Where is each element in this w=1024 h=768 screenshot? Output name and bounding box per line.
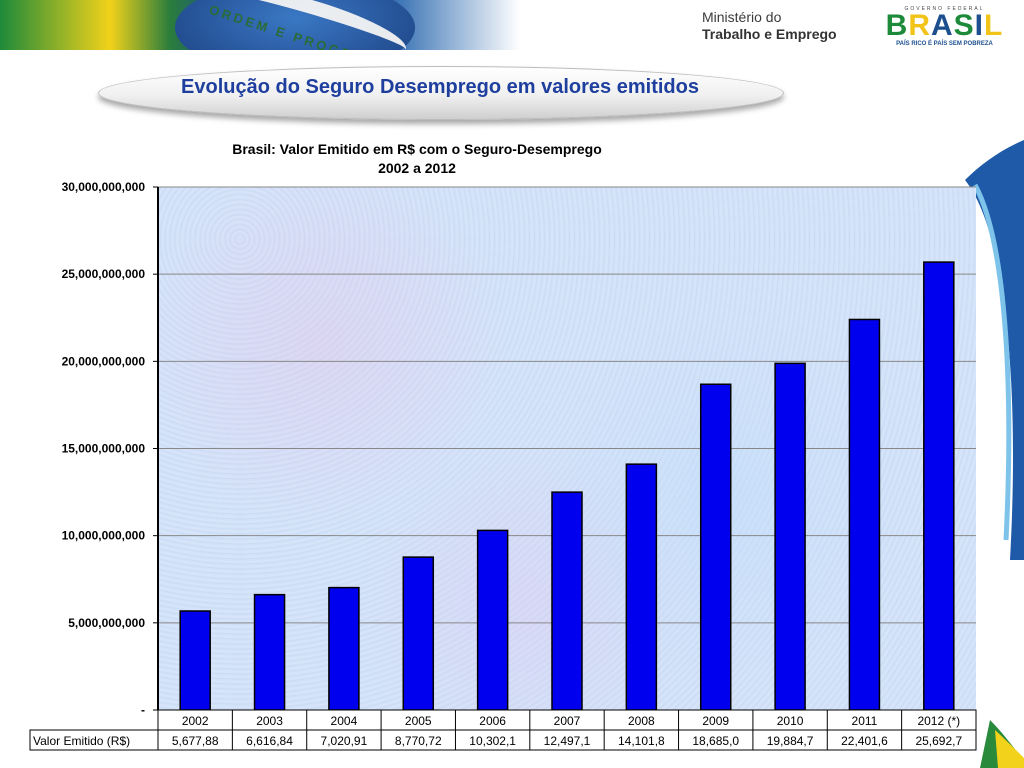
data-label: 5,677,88 [172,734,219,748]
data-label: 22,401,6 [841,734,888,748]
data-label: 8,770,72 [395,734,442,748]
data-label: 12,497,1 [544,734,591,748]
x-tick-label: 2010 [777,714,804,728]
gov-wordmark-letter: I [974,9,985,42]
data-label: 18,685,0 [692,734,739,748]
flag-globe-image [175,0,415,50]
title-banner [98,66,784,120]
x-tick-label: 2002 [182,714,209,728]
gov-wordmark-letter: S [953,9,975,42]
bar [551,491,583,711]
gov-slogan: PAÍS RICO É PAÍS SEM POBREZA [896,41,993,47]
bar [476,529,509,711]
y-tick-label: 5,000,000,000 [68,616,145,630]
data-label: 6,616,84 [246,734,293,748]
x-tick-label: 2008 [628,714,655,728]
bar [179,610,211,711]
bar [253,593,286,711]
bars [179,261,955,711]
data-label: 14,101,8 [618,734,665,748]
x-tick-label: 2006 [479,714,506,728]
data-table: Valor Emitido (R$) 2002 5,677,88 2003 6,616,… [29,709,977,751]
bar [923,261,955,711]
chart-title: Brasil: Valor Emitido em R$ com o Seguro… [232,141,602,157]
x-tick-label: 2004 [331,714,358,728]
data-label: 7,020,91 [321,734,368,748]
x-tick-label: 2003 [256,714,283,728]
x-tick-label: 2011 [852,714,878,728]
y-tick-label: - [141,703,145,717]
page-title: Evolução do Seguro Desemprego em valores… [181,76,699,98]
bar [402,556,435,711]
chart-subtitle: 2002 a 2012 [378,160,456,176]
government-logo: GOVERNO FEDERAL BRASIL PAÍS RICO É PAÍS … [877,6,1012,48]
x-tick-label: 2012 (*) [917,714,960,728]
ministry-line2: Trabalho e Emprego [702,26,837,42]
gov-wordmark-letter: L [984,9,1004,42]
x-tick-label: 2007 [554,714,581,728]
x-tick-label: 2005 [405,714,432,728]
ministry-line1: Ministério do [702,9,782,25]
y-tick-label: 30,000,000,000 [62,180,146,194]
y-tick-label: 15,000,000,000 [62,442,146,456]
gov-small-text: GOVERNO FEDERAL [904,6,985,12]
data-label: 25,692,7 [915,734,962,748]
x-tick-label: 2009 [702,714,729,728]
y-tick-label: 20,000,000,000 [62,354,146,368]
data-label: 19,884,7 [767,734,814,748]
y-tick-label: 10,000,000,000 [62,529,146,543]
bar [328,586,360,711]
bar [625,463,658,711]
ministry-name: Ministério do Trabalho e Emprego [702,9,837,43]
table-row-header: Valor Emitido (R$) [33,734,130,748]
y-tick-label: 25,000,000,000 [62,267,146,281]
gov-wordmark-letter: R [908,9,931,42]
gov-brasil-wordmark: BRASIL [877,11,1012,41]
gov-wordmark-letter: B [885,9,909,42]
bar [848,318,881,711]
bar [699,383,732,711]
gov-wordmark-letter: A [930,9,954,42]
bar [774,362,806,711]
decorative-swoosh [965,140,1024,768]
header-banner: ORDEM E PROGRESSO Ministério do Trabalho… [0,0,1024,50]
data-label: 10,302,1 [469,734,516,748]
